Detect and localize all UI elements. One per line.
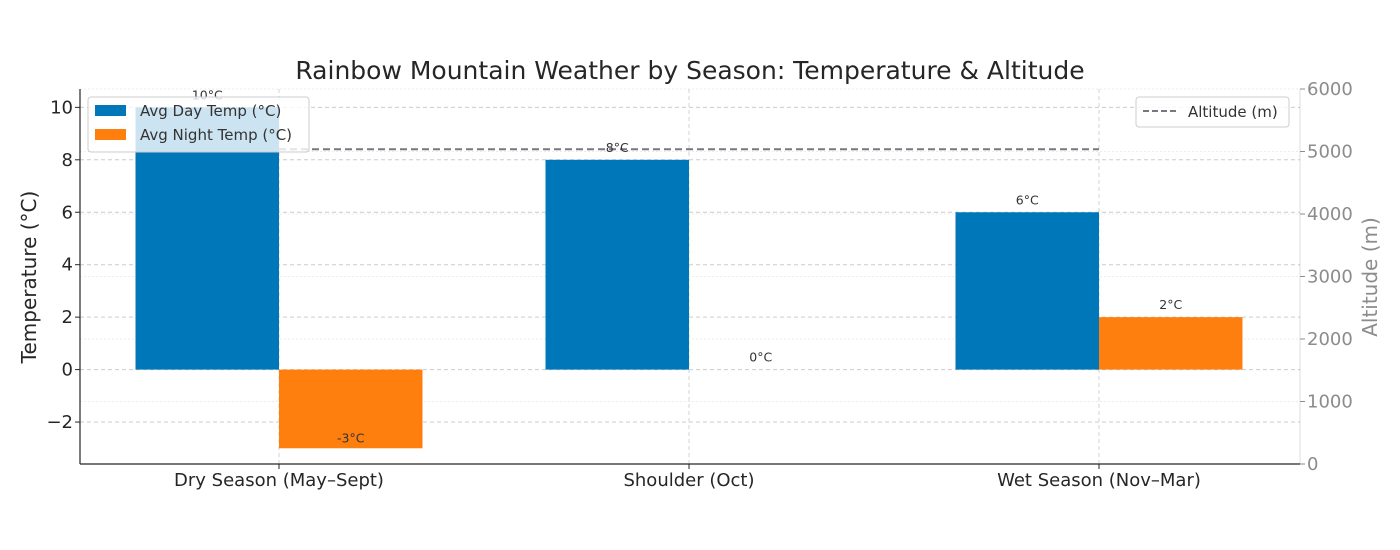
y2-tick-label: 3000 (1307, 267, 1353, 288)
y-tick-label: 4 (62, 255, 73, 276)
bar-night-temp (279, 369, 423, 449)
legend-altitude: Altitude (m) (1135, 96, 1290, 128)
data-label-day: 8°C (606, 140, 629, 155)
y2-tick-label: 4000 (1307, 204, 1353, 225)
y2-tick-label: 2000 (1307, 329, 1353, 350)
data-label-night: 2°C (1159, 297, 1182, 312)
y-tick-label: −2 (46, 412, 73, 433)
legend-label-night: Avg Night Temp (°C) (140, 126, 292, 144)
y-axis-label: Temperature (°C) (17, 191, 41, 365)
bar-night-temp (1099, 317, 1243, 370)
x-tick-label: Dry Season (May–Sept) (174, 470, 384, 491)
legend-frame (1135, 96, 1290, 128)
data-labels-layer: 10°C8°C6°C-3°C0°C2°C (192, 87, 1183, 445)
y-tick-label: 2 (62, 307, 73, 328)
legend-temperature: Avg Day Temp (°C) Avg Night Temp (°C) (87, 96, 310, 153)
data-label-day: 6°C (1016, 192, 1039, 207)
y-tick-label: 6 (62, 202, 73, 223)
chart-title: Rainbow Mountain Weather by Season: Temp… (295, 56, 1084, 85)
x-tick-label: Shoulder (Oct) (623, 470, 754, 491)
y-tick-label: 8 (62, 150, 73, 171)
y2-tick-label: 6000 (1307, 79, 1353, 100)
y2-tick-label: 1000 (1307, 392, 1353, 413)
x-tick-label: Wet Season (Nov–Mar) (997, 470, 1201, 491)
y2-tick-label: 0 (1307, 454, 1318, 475)
bar-day-temp (955, 212, 1099, 370)
legend-swatch-night (95, 129, 126, 140)
axes-layer: −2 0 2 4 6 8 10 0 1000 2000 3000 4000 5000 6000 Dry Se… (46, 79, 1352, 491)
legend-frame (87, 96, 310, 153)
y-tick-label: 10 (50, 97, 73, 118)
bar-day-temp (545, 159, 689, 370)
legend-label-day: Avg Day Temp (°C) (140, 102, 281, 120)
legend-swatch-day (95, 105, 126, 116)
y2-axis-label: Altitude (m) (1358, 217, 1382, 337)
data-label-night: 0°C (749, 350, 772, 365)
data-label-night: -3°C (337, 430, 365, 445)
y2-tick-label: 5000 (1307, 142, 1353, 163)
y-tick-label: 0 (62, 360, 73, 381)
legend-label-altitude: Altitude (m) (1188, 103, 1278, 121)
